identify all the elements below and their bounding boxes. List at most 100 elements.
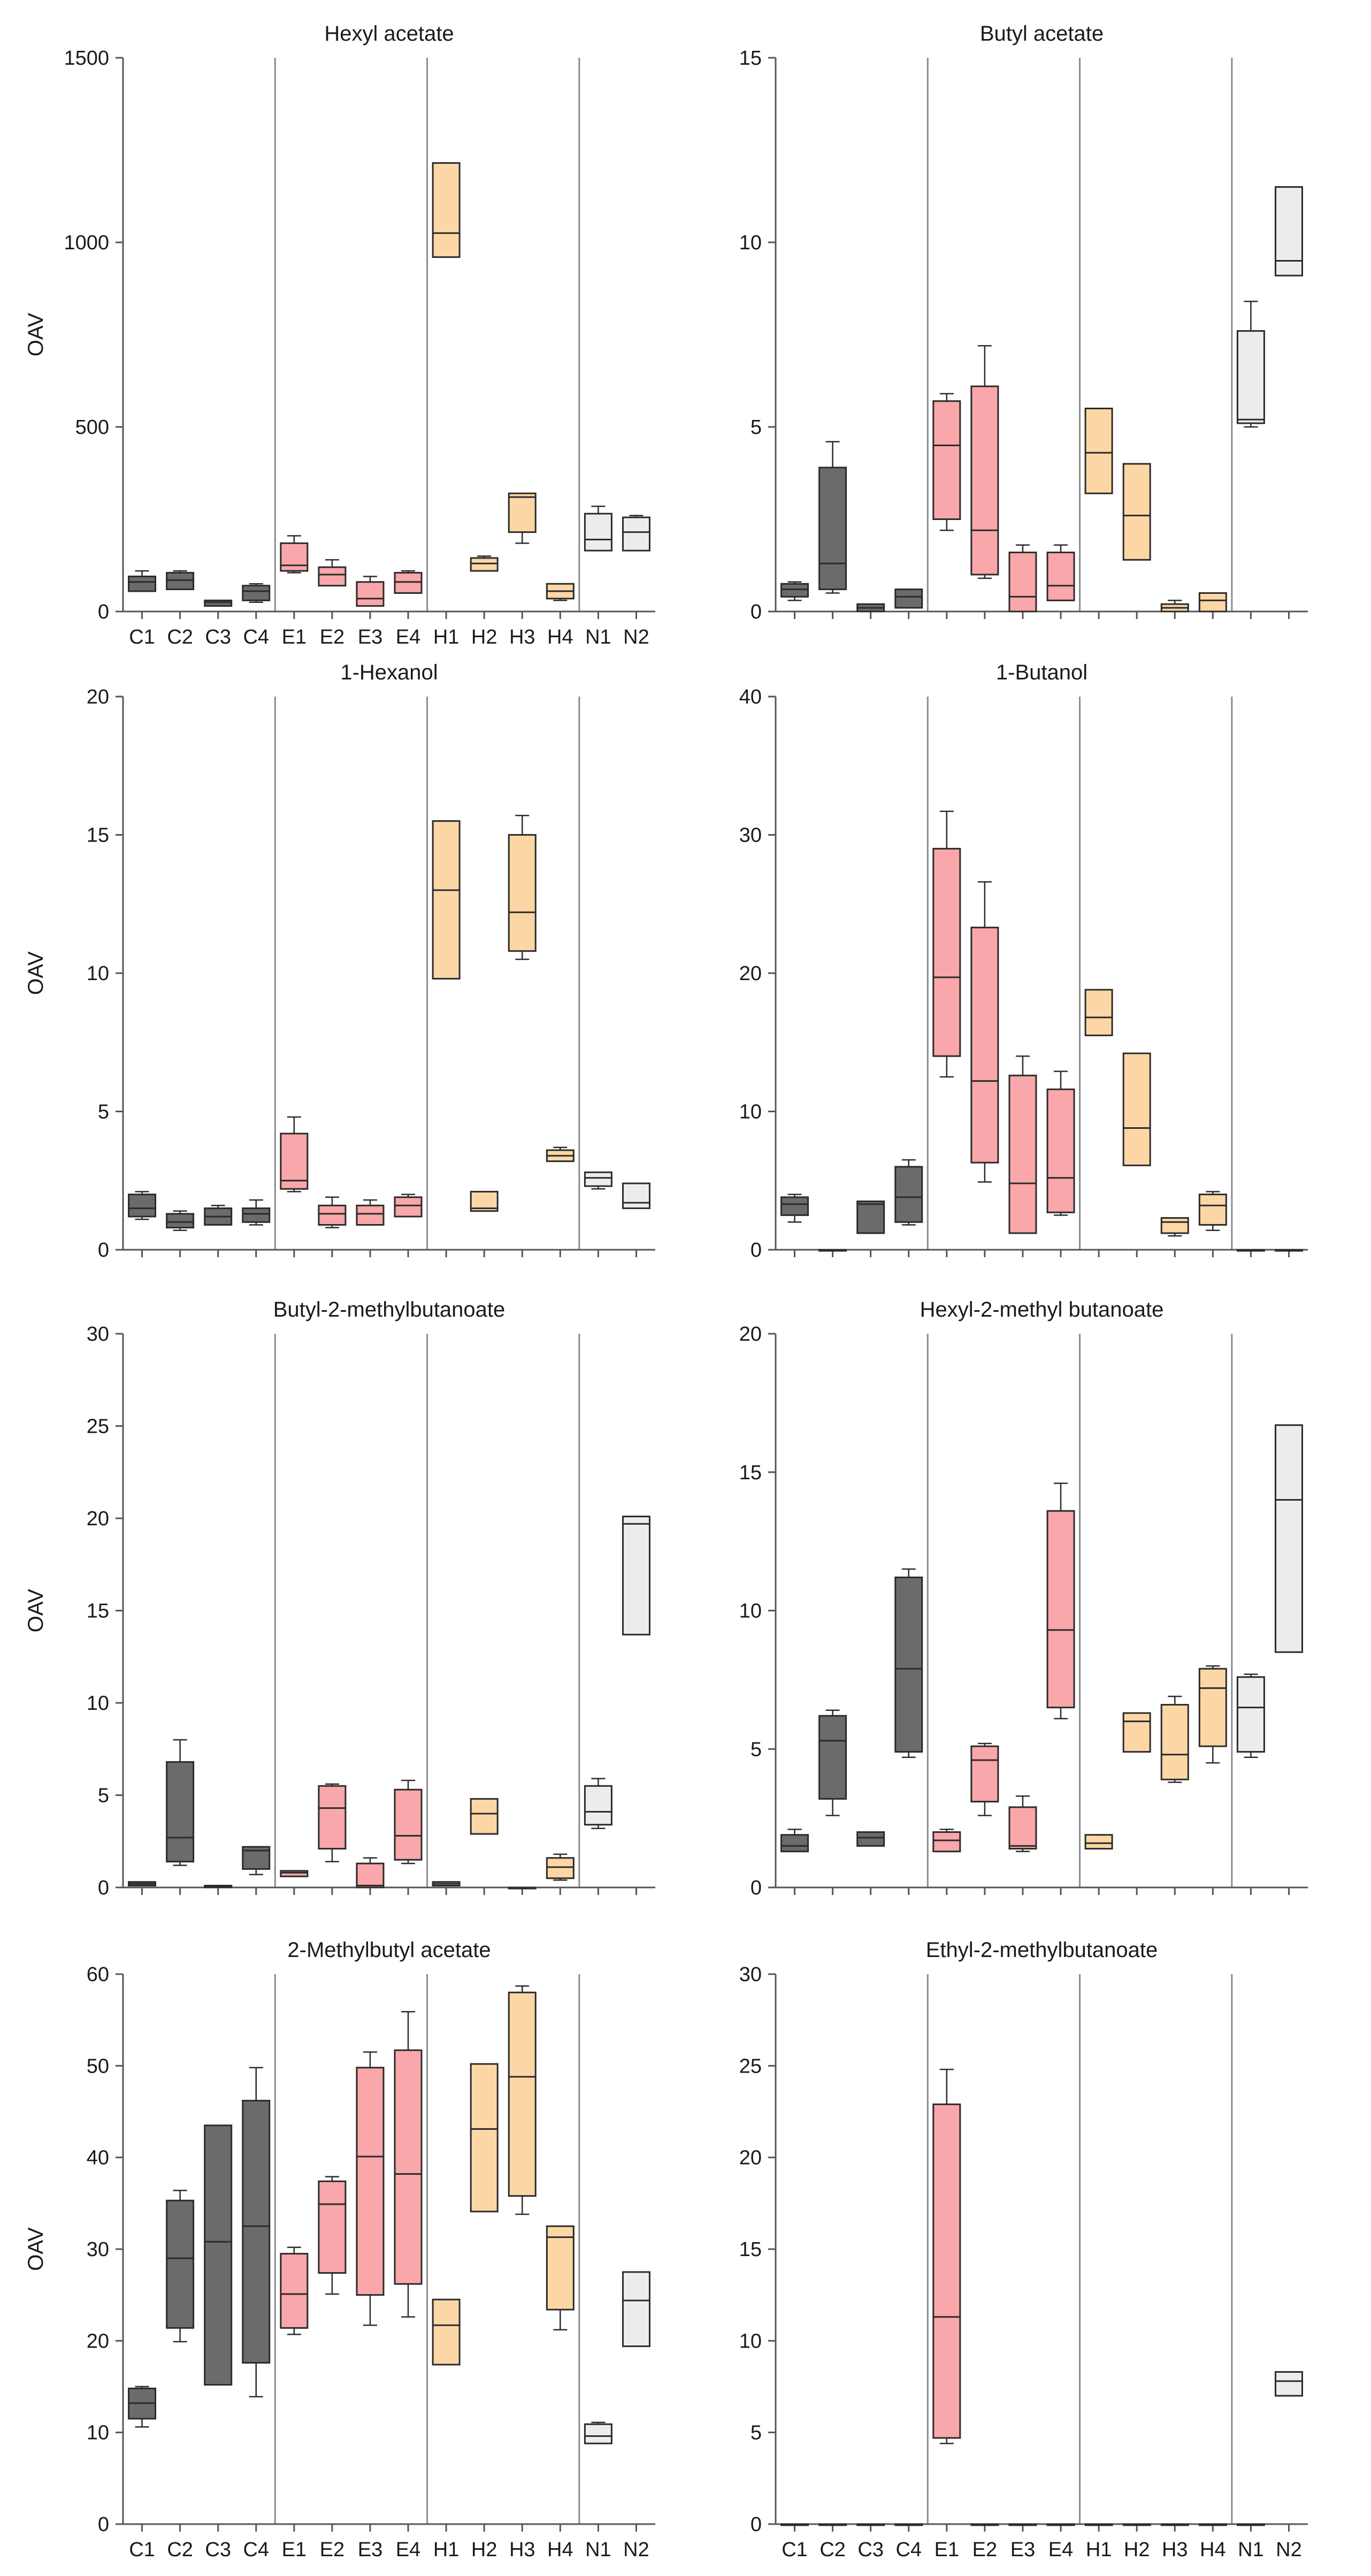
y-tick-label: 0 bbox=[98, 2513, 109, 2536]
x-tick-label-e3: E3 bbox=[1010, 2539, 1035, 2561]
y-tick-label: 0 bbox=[750, 2513, 762, 2536]
box-h4 bbox=[1198, 1668, 1227, 1747]
box-c2 bbox=[166, 1213, 195, 1229]
y-tick-label: 5 bbox=[750, 2422, 762, 2444]
box-e3 bbox=[356, 1204, 385, 1226]
box-e2 bbox=[318, 566, 347, 587]
y-tick-label: 10 bbox=[87, 2422, 109, 2444]
box-h2 bbox=[1122, 1052, 1151, 1166]
x-tick-label-e4: E4 bbox=[396, 626, 420, 648]
box-e1 bbox=[932, 1831, 961, 1853]
box-h3 bbox=[508, 834, 537, 952]
x-tick-label-c2: C2 bbox=[167, 626, 193, 648]
box-e3 bbox=[1008, 1074, 1037, 1234]
box-c3 bbox=[856, 1201, 885, 1234]
y-tick-label: 5 bbox=[98, 1101, 109, 1123]
chart-title: Butyl acetate bbox=[980, 22, 1104, 45]
box-e3 bbox=[356, 581, 385, 607]
panel-1-hexanol: 1-Hexanol OAV 0 5 10 15 20 bbox=[24, 661, 655, 1262]
box-h2 bbox=[470, 1798, 499, 1835]
box-c2 bbox=[166, 1761, 195, 1863]
x-tick-label-h4: H4 bbox=[547, 626, 573, 648]
box-n2 bbox=[622, 2271, 650, 2348]
y-axis-label: OAV bbox=[24, 312, 48, 356]
box-e4 bbox=[394, 1788, 423, 1861]
box-c1 bbox=[780, 583, 809, 598]
box-c4 bbox=[894, 1576, 923, 1753]
x-tick-label-h1: H1 bbox=[433, 626, 459, 648]
y-tick-label: 0 bbox=[98, 1877, 109, 1899]
y-tick-label: 0 bbox=[750, 1239, 762, 1262]
x-tick-label-n1: N1 bbox=[1238, 2539, 1264, 2561]
y-tick-label: 15 bbox=[739, 2238, 762, 2261]
box-c4 bbox=[894, 1166, 923, 1223]
x-tick-label-e4: E4 bbox=[396, 2539, 420, 2561]
x-tick-label-h2: H2 bbox=[471, 626, 497, 648]
y-tick-label: 10 bbox=[739, 232, 762, 254]
box-e2 bbox=[318, 1785, 347, 1850]
x-tick-label-c2: C2 bbox=[819, 2539, 846, 2561]
box-e1 bbox=[280, 1133, 309, 1190]
box-e1 bbox=[280, 1870, 309, 1877]
box-h1 bbox=[1084, 989, 1113, 1036]
box-h1 bbox=[432, 162, 461, 258]
y-tick-label: 60 bbox=[87, 1963, 109, 1986]
box-n1 bbox=[584, 513, 612, 552]
y-tick-label: 20 bbox=[739, 962, 762, 985]
y-tick-label: 10 bbox=[739, 2330, 762, 2352]
box-e4 bbox=[394, 2049, 423, 2285]
chart-title: Hexyl acetate bbox=[324, 22, 454, 45]
y-tick-label: 10 bbox=[87, 962, 109, 985]
box-c3 bbox=[204, 2124, 233, 2386]
panel-butyl-acetate: Butyl acetate 0 5 10 15 bbox=[739, 22, 1308, 623]
y-tick-label: 30 bbox=[739, 1963, 762, 1986]
box-e4 bbox=[1046, 1510, 1075, 1709]
x-tick-label-h2: H2 bbox=[1124, 2539, 1150, 2561]
box-c3 bbox=[856, 1831, 885, 1847]
box-n1 bbox=[1236, 1676, 1265, 1753]
x-tick-label-c4: C4 bbox=[895, 2539, 922, 2561]
x-tick-label-e1: E1 bbox=[282, 2539, 307, 2561]
x-tick-label-c2: C2 bbox=[167, 2539, 193, 2561]
box-e4 bbox=[394, 1196, 423, 1218]
box-h3 bbox=[1160, 1217, 1189, 1234]
y-tick-label: 0 bbox=[750, 1877, 762, 1899]
panel-butyl-2-methylbutanoate: Butyl-2-methylbutanoate OAV 0 5 10 15 20 25 30 bbox=[24, 1298, 655, 1899]
y-tick-label: 30 bbox=[87, 2238, 109, 2261]
chart-title: Ethyl-2-methylbutanoate bbox=[926, 1938, 1158, 1962]
y-tick-label: 25 bbox=[87, 1416, 109, 1438]
x-tick-label-e3: E3 bbox=[358, 626, 382, 648]
y-tick-label: 20 bbox=[87, 686, 109, 708]
box-e1 bbox=[932, 847, 961, 1057]
x-tick-label-n2: N2 bbox=[623, 2539, 649, 2561]
x-tick-label-c4: C4 bbox=[243, 626, 269, 648]
y-tick-label: 5 bbox=[750, 1738, 762, 1761]
box-c1 bbox=[780, 1834, 809, 1853]
y-tick-label: 40 bbox=[87, 2147, 109, 2169]
box-e1 bbox=[280, 542, 309, 572]
box-c1 bbox=[780, 1196, 809, 1216]
y-tick-label: 0 bbox=[750, 601, 762, 623]
box-e4 bbox=[1046, 552, 1075, 601]
x-tick-label-c1: C1 bbox=[129, 626, 155, 648]
y-tick-label: 30 bbox=[739, 824, 762, 847]
x-tick-label-h4: H4 bbox=[1200, 2539, 1226, 2561]
y-tick-label: 20 bbox=[87, 2330, 109, 2352]
y-tick-label: 1000 bbox=[64, 232, 109, 254]
x-tick-label-h1: H1 bbox=[1086, 2539, 1112, 2561]
box-h2 bbox=[1122, 1712, 1151, 1753]
x-tick-label-c1: C1 bbox=[129, 2539, 155, 2561]
box-e3 bbox=[1008, 1806, 1037, 1850]
x-tick-label-c3: C3 bbox=[205, 2539, 231, 2561]
box-n1 bbox=[584, 1171, 612, 1187]
x-tick-label-n2: N2 bbox=[1276, 2539, 1302, 2561]
box-n2 bbox=[1274, 1424, 1303, 1653]
box-e3 bbox=[1008, 552, 1037, 613]
box-c2 bbox=[818, 467, 847, 591]
box-e3 bbox=[356, 1862, 385, 1889]
chart-title: Butyl-2-methylbutanoate bbox=[273, 1298, 505, 1321]
y-tick-label: 1500 bbox=[64, 47, 109, 70]
box-e2 bbox=[970, 1745, 999, 1803]
box-h3 bbox=[1160, 1703, 1189, 1780]
box-c2 bbox=[166, 2199, 195, 2329]
